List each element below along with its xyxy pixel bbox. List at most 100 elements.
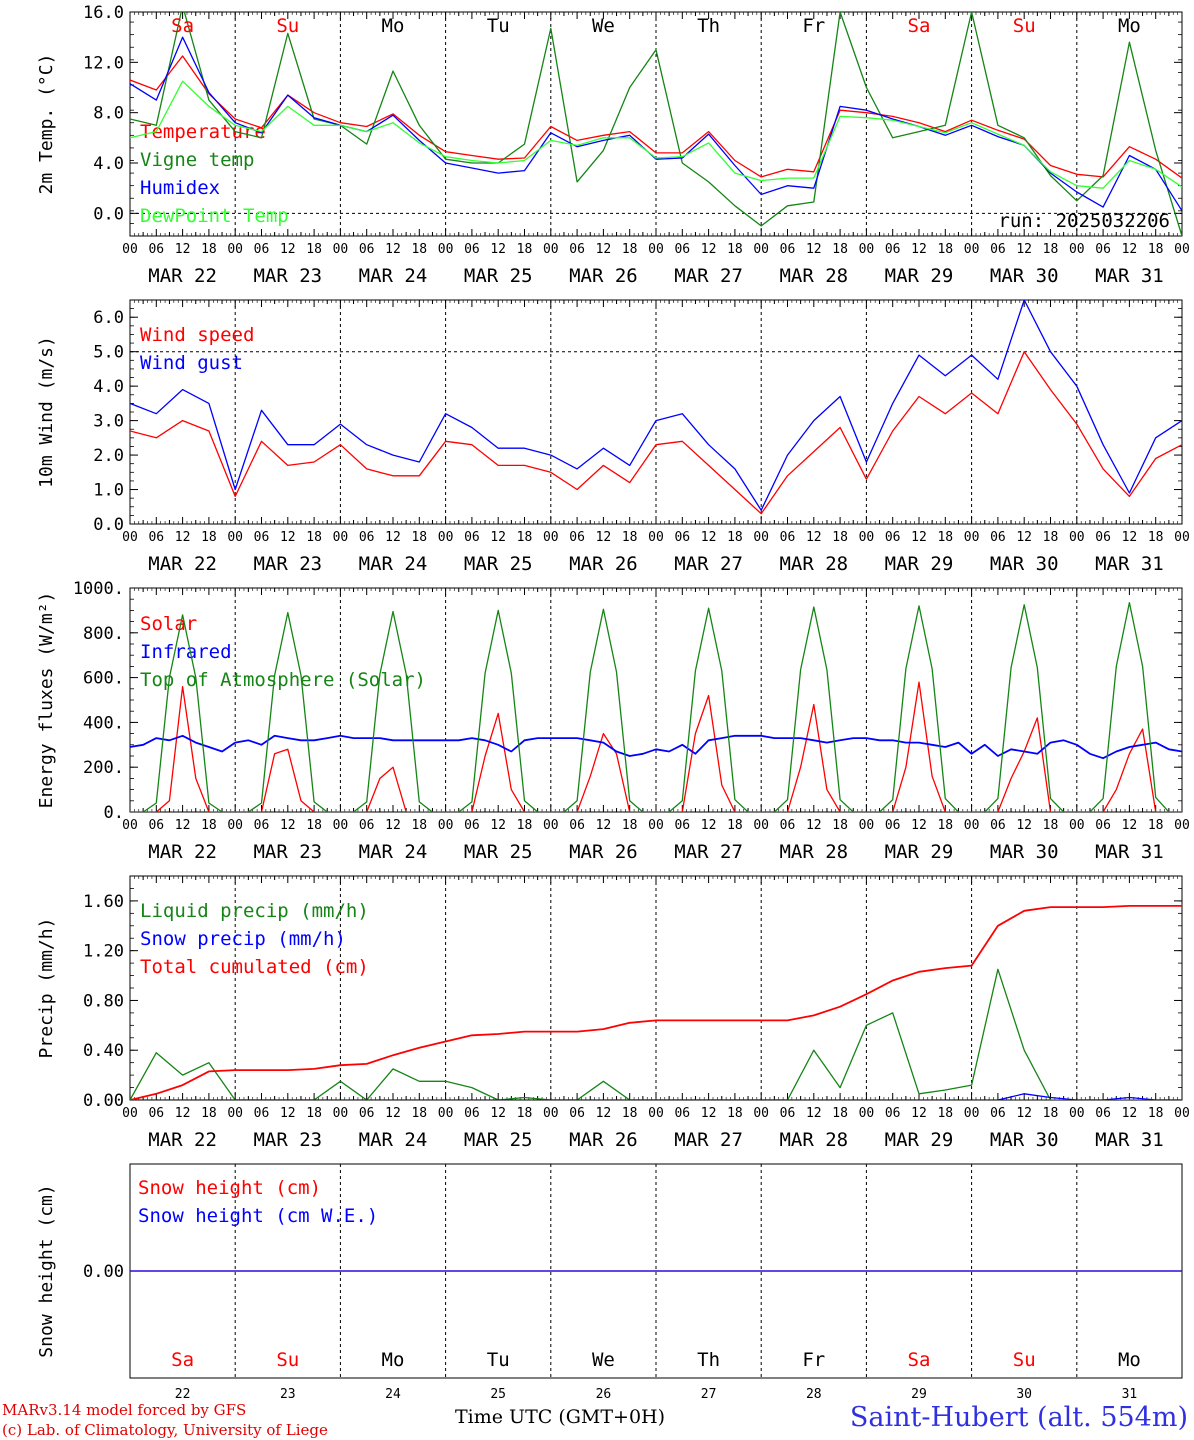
x-hour-label: 12 — [1016, 1106, 1032, 1121]
x-day-label: MAR 24 — [359, 265, 428, 287]
y-tick-label: 0.0 — [93, 204, 124, 224]
x-day-label: MAR 31 — [1095, 1129, 1164, 1151]
x-day-label: MAR 26 — [569, 1129, 638, 1151]
x-hour-label: 06 — [674, 242, 690, 257]
day-number-label: 25 — [490, 1387, 506, 1400]
x-hour-label: 18 — [411, 530, 427, 545]
x-hour-label: 00 — [1069, 242, 1085, 257]
x-day-label: MAR 25 — [464, 841, 533, 863]
x-hour-label: 18 — [517, 242, 533, 257]
day-number-label: 29 — [911, 1387, 927, 1400]
x-hour-label: 00 — [333, 818, 349, 833]
x-hour-label: 06 — [464, 530, 480, 545]
x-day-label: MAR 27 — [674, 1129, 743, 1151]
panel-frame — [129, 11, 1183, 237]
x-hour-label: 00 — [438, 242, 454, 257]
x-hour-label: 18 — [517, 818, 533, 833]
x-hour-label: 00 — [438, 818, 454, 833]
x-hour-label: 12 — [385, 242, 401, 257]
x-hour-label: 18 — [411, 1106, 427, 1121]
series-line-vigne-temp — [130, 12, 1182, 236]
x-hour-label: 00 — [438, 1106, 454, 1121]
x-hour-label: 18 — [727, 242, 743, 257]
x-hour-label: 00 — [648, 242, 664, 257]
weekday-label: We — [592, 15, 615, 37]
legend-entry: Vigne temp — [140, 149, 254, 171]
x-hour-label: 18 — [1148, 1106, 1164, 1121]
y-tick-label: 0. — [104, 803, 124, 823]
x-hour-label: 12 — [911, 1106, 927, 1121]
x-hour-label: 12 — [490, 242, 506, 257]
x-day-label: MAR 24 — [359, 1129, 428, 1151]
x-hour-label: 06 — [780, 530, 796, 545]
y-tick-label: 1000. — [73, 579, 124, 599]
x-day-label: MAR 28 — [779, 265, 848, 287]
x-hour-label: 06 — [148, 1106, 164, 1121]
x-hour-label: 06 — [1095, 1106, 1111, 1121]
y-tick-label: 0.00 — [83, 1091, 124, 1111]
y-tick-label: 4.0 — [93, 377, 124, 397]
x-day-label: MAR 28 — [779, 1129, 848, 1151]
y-tick-label: 1.0 — [93, 481, 124, 501]
x-hour-label: 12 — [385, 530, 401, 545]
x-hour-label: 18 — [937, 818, 953, 833]
x-hour-label: 12 — [280, 818, 296, 833]
x-hour-label: 12 — [596, 530, 612, 545]
x-hour-label: 18 — [201, 818, 217, 833]
x-day-label: MAR 29 — [885, 841, 954, 863]
legend-entry: Wind speed — [140, 324, 254, 346]
x-hour-label: 06 — [990, 1106, 1006, 1121]
x-hour-label: 12 — [596, 818, 612, 833]
x-hour-label: 06 — [254, 1106, 270, 1121]
x-hour-label: 00 — [333, 530, 349, 545]
weekday-label: Mo — [382, 1349, 405, 1371]
x-hour-label: 06 — [780, 242, 796, 257]
x-hour-label: 00 — [333, 242, 349, 257]
weekday-label: Sa — [908, 15, 931, 37]
x-hour-label: 12 — [1122, 818, 1138, 833]
legend-entry: Temperature — [140, 121, 266, 143]
x-hour-label: 12 — [701, 818, 717, 833]
station-name: Saint-Hubert (alt. 554m) — [849, 1402, 1188, 1433]
x-hour-label: 00 — [122, 1106, 138, 1121]
y-axis-label: Energy fluxes (W/m²) — [36, 592, 57, 809]
y-tick-label: 1.20 — [83, 942, 124, 962]
x-day-label: MAR 30 — [990, 841, 1059, 863]
y-tick-label: 0.40 — [83, 1041, 124, 1061]
y-tick-label: 3.0 — [93, 412, 124, 432]
run-label: run: 2025032206 — [998, 210, 1170, 232]
y-axis-label: 10m Wind (m/s) — [36, 336, 57, 488]
x-hour-label: 18 — [306, 1106, 322, 1121]
x-hour-label: 06 — [148, 530, 164, 545]
x-hour-label: 06 — [359, 1106, 375, 1121]
credit-line-1: MARv3.14 model forced by GFS — [2, 1401, 247, 1419]
x-day-label: MAR 24 — [359, 841, 428, 863]
weekday-label: We — [592, 1349, 615, 1371]
x-hour-label: 12 — [280, 530, 296, 545]
x-hour-label: 18 — [1043, 242, 1059, 257]
x-day-label: MAR 28 — [779, 841, 848, 863]
x-hour-label: 12 — [1016, 242, 1032, 257]
x-hour-label: 06 — [885, 242, 901, 257]
panel-frame — [129, 587, 1183, 813]
x-hour-label: 18 — [1148, 242, 1164, 257]
weekday-label: Su — [276, 15, 299, 37]
x-hour-label: 18 — [937, 1106, 953, 1121]
x-hour-label: 06 — [674, 818, 690, 833]
x-hour-label: 12 — [490, 530, 506, 545]
x-hour-label: 00 — [543, 530, 559, 545]
x-hour-label: 06 — [885, 530, 901, 545]
x-hour-label: 18 — [622, 242, 638, 257]
x-hour-label: 00 — [859, 530, 875, 545]
x-hour-label: 12 — [490, 818, 506, 833]
x-day-label: MAR 29 — [885, 1129, 954, 1151]
legend-entry: Total cumulated (cm) — [140, 956, 369, 978]
x-hour-label: 06 — [990, 242, 1006, 257]
x-hour-label: 18 — [517, 530, 533, 545]
x-hour-label: 12 — [490, 1106, 506, 1121]
weekday-label: Tu — [487, 15, 510, 37]
weekday-label: Sa — [171, 1349, 194, 1371]
panel-3: 0. 200. 400. 600. 800. 1000. Energy fluxes (W/… — [36, 579, 1190, 863]
x-day-label: MAR 22 — [148, 1129, 217, 1151]
x-hour-label: 12 — [701, 242, 717, 257]
